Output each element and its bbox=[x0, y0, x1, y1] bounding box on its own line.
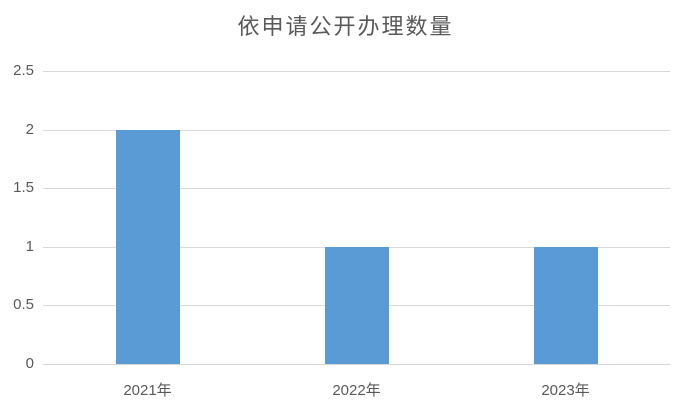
bar-2023年 bbox=[534, 247, 598, 364]
horizontal-gridline bbox=[43, 71, 670, 72]
x-axis-line bbox=[43, 364, 670, 365]
y-tick-label: 1 bbox=[25, 238, 34, 255]
y-tick-label: 2 bbox=[25, 121, 34, 138]
bar-2022年 bbox=[325, 247, 389, 364]
bar-2021年 bbox=[116, 130, 180, 364]
y-tick-label: 0 bbox=[25, 355, 34, 372]
x-tick-label: 2022年 bbox=[332, 382, 381, 399]
x-tick-label: 2021年 bbox=[123, 382, 172, 399]
x-tick-label: 2023年 bbox=[541, 382, 590, 399]
y-tick-label: 2.5 bbox=[13, 62, 34, 79]
chart-title: 依申请公开办理数量 bbox=[237, 14, 454, 39]
horizontal-gridline bbox=[43, 188, 670, 189]
y-tick-label: 0.5 bbox=[13, 296, 34, 313]
horizontal-gridline bbox=[43, 130, 670, 131]
y-tick-label: 1.5 bbox=[13, 179, 34, 196]
